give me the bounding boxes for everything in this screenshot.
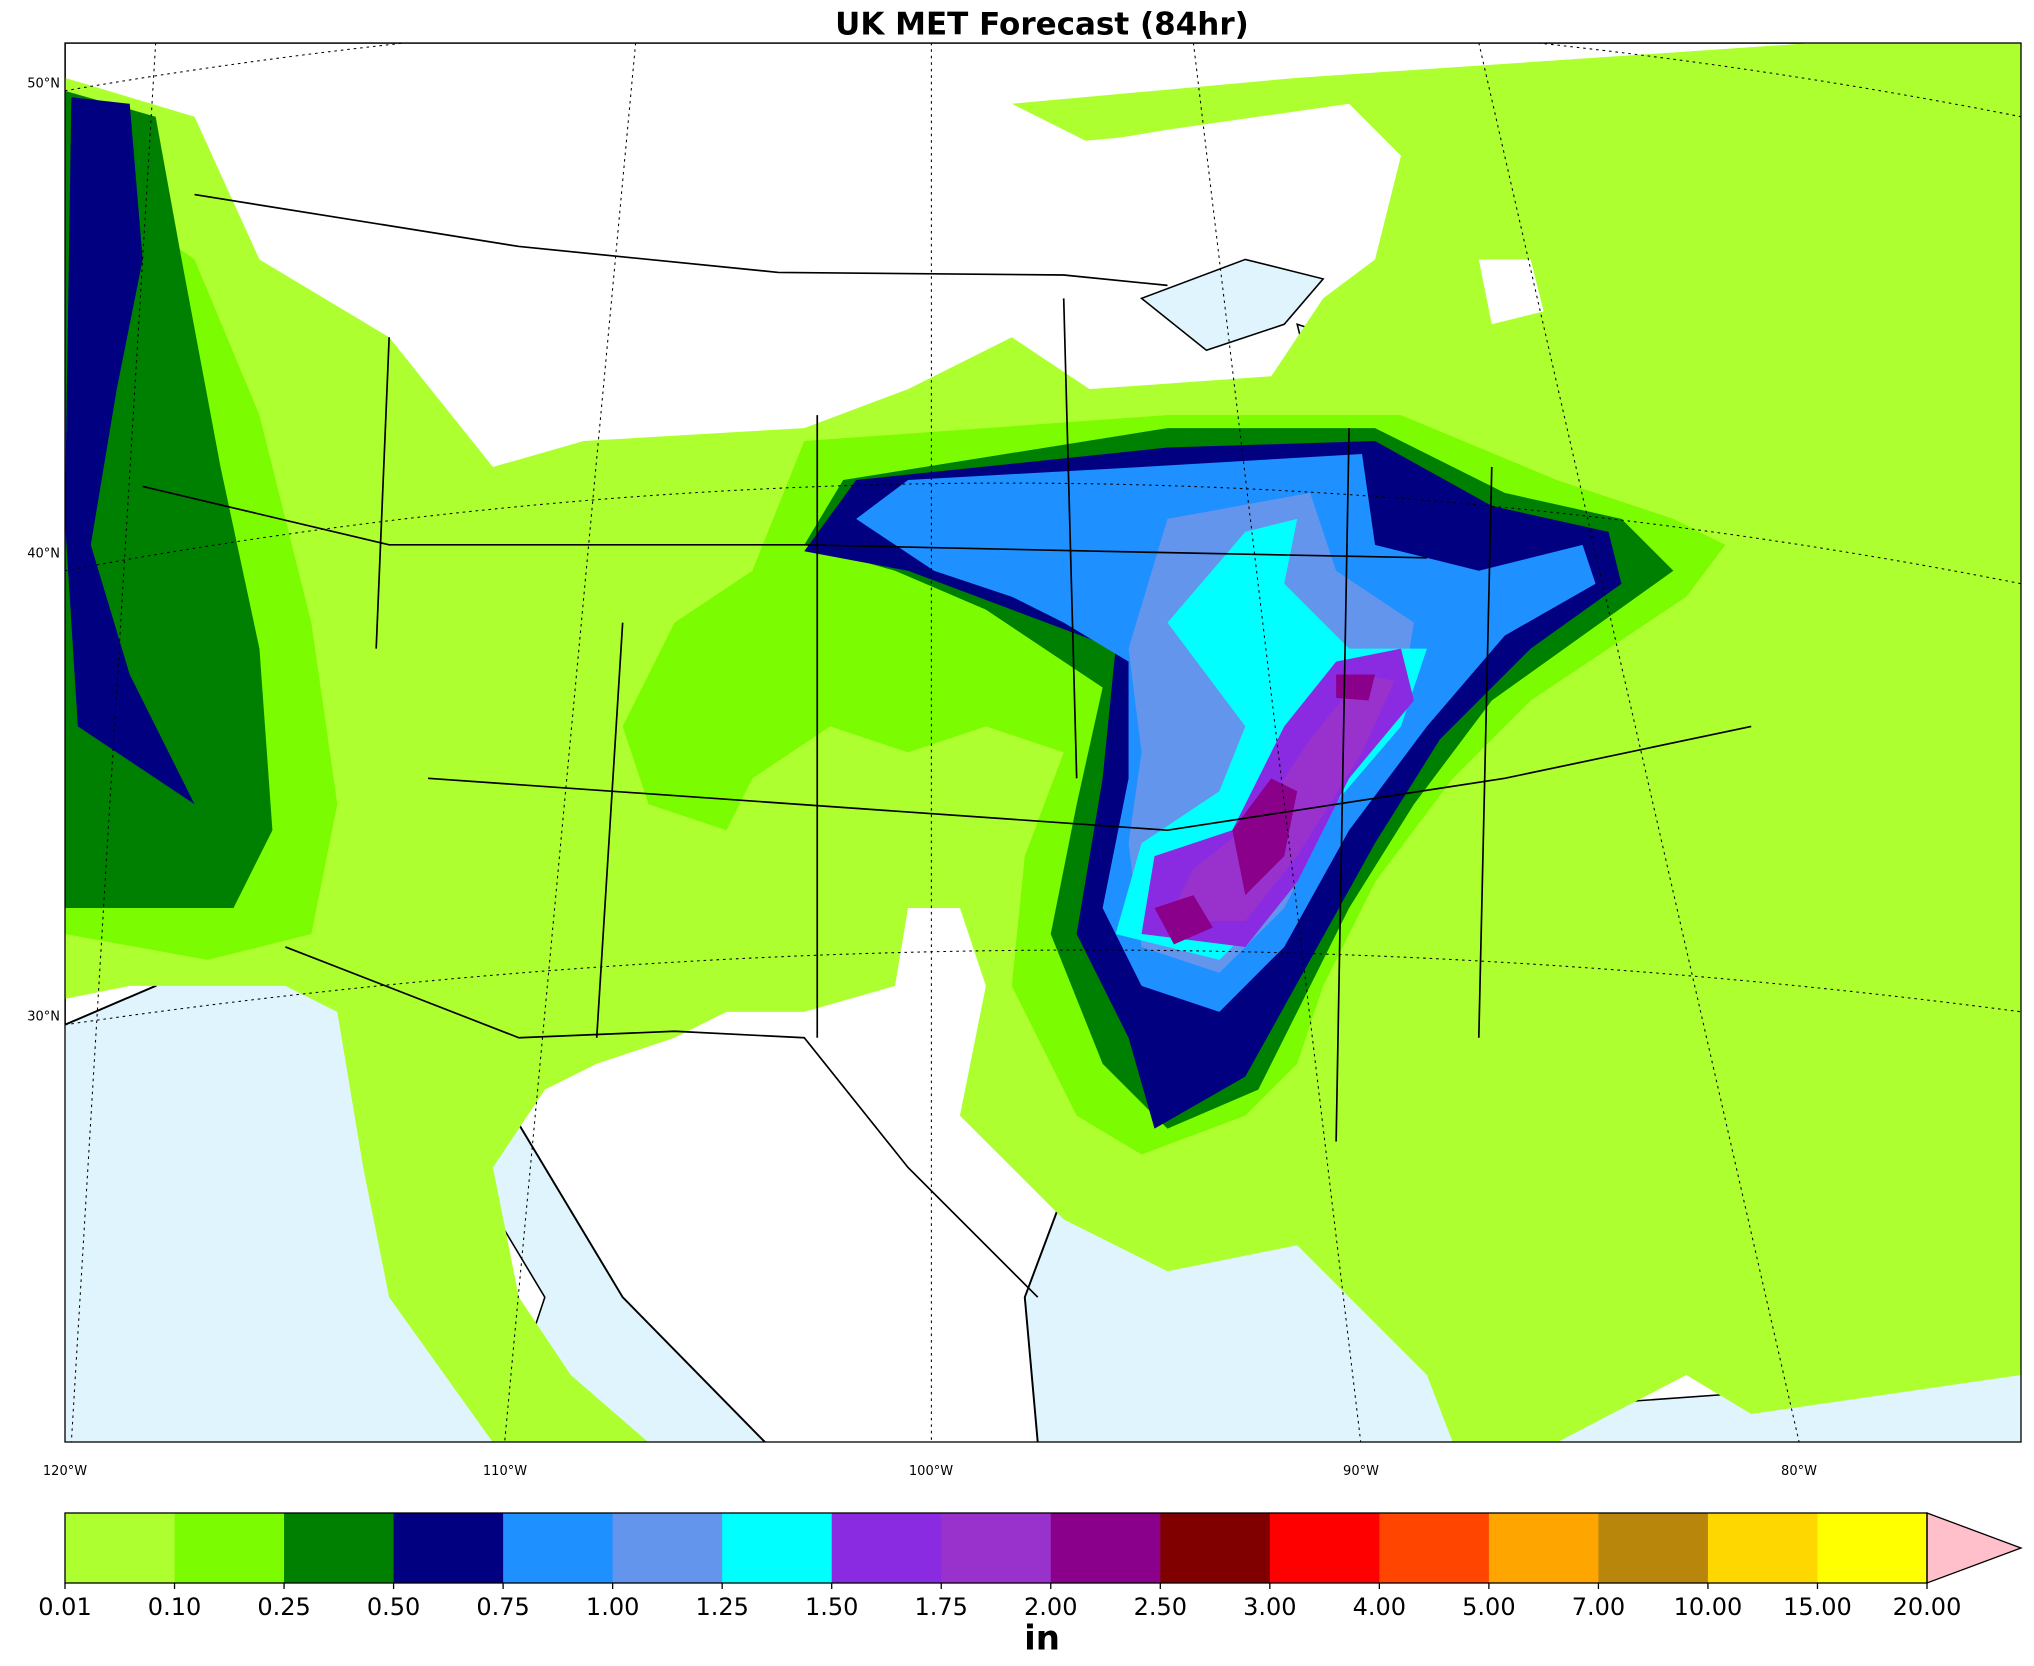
colorbar-tick-label: 1.00 — [586, 1593, 639, 1621]
colorbar: 0.01 0.10 0.25 0.50 0.75 1.00 1.25 1.50 1.75 2.00… — [38, 1512, 2023, 1621]
lon-label: 100°W — [909, 1464, 953, 1479]
colorbar-segment — [1707, 1513, 1818, 1583]
colorbar-segment — [1817, 1513, 1928, 1583]
colorbar-tick-label: 20.00 — [1893, 1593, 1962, 1621]
colorbar-segment — [284, 1513, 395, 1583]
colorbar-segment — [941, 1513, 1052, 1583]
colorbar-unit: in — [1024, 1619, 1060, 1659]
colorbar-tick-label: 1.50 — [805, 1593, 858, 1621]
colorbar-tick-label: 1.75 — [915, 1593, 968, 1621]
map-frame — [64, 42, 2022, 1443]
colorbar-segment — [1379, 1513, 1490, 1583]
lon-labels: 120°W 110°W 100°W 90°W 80°W — [43, 1464, 1817, 1479]
colorbar-tick-label: 0.75 — [476, 1593, 529, 1621]
colorbar-tick-label: 0.01 — [38, 1593, 91, 1621]
colorbar-segment — [1598, 1513, 1709, 1583]
lat-label: 30°N — [27, 1010, 60, 1025]
colorbar-segment — [1269, 1513, 1380, 1583]
colorbar-tick-label: 2.00 — [1024, 1593, 1077, 1621]
colorbar-tick-label: 0.25 — [257, 1593, 310, 1621]
colorbar-tick-label: 4.00 — [1353, 1593, 1406, 1621]
lat-label: 50°N — [27, 77, 60, 92]
colorbar-tick-label: 0.50 — [367, 1593, 420, 1621]
colorbar-tick-label: 5.00 — [1462, 1593, 1515, 1621]
colorbar-tick-label: 3.00 — [1243, 1593, 1296, 1621]
colorbar-segment — [393, 1513, 504, 1583]
colorbar-tick-label: 0.10 — [148, 1593, 201, 1621]
colorbar-tick-label: 10.00 — [1674, 1593, 1743, 1621]
lon-label: 80°W — [1781, 1464, 1817, 1479]
colorbar-segment — [722, 1513, 833, 1583]
colorbar-segment — [503, 1513, 614, 1583]
lon-label: 90°W — [1343, 1464, 1379, 1479]
colorbar-segment — [1160, 1513, 1271, 1583]
colorbar-extension — [1926, 1512, 2023, 1584]
lat-label: 40°N — [27, 547, 60, 562]
lon-label: 110°W — [483, 1464, 527, 1479]
colorbar-segment — [65, 1513, 176, 1583]
colorbar-segment — [1050, 1513, 1161, 1583]
colorbar-tick-label: 2.50 — [1134, 1593, 1187, 1621]
boundaries — [142, 193, 1752, 1298]
colorbar-tick-label: 7.00 — [1572, 1593, 1625, 1621]
map-layers — [65, 43, 2021, 1442]
graticule — [65, 43, 2021, 1442]
colorbar-segment — [1488, 1513, 1599, 1583]
colorbar-segment — [831, 1513, 942, 1583]
dry-area — [1063, 116, 1544, 325]
colorbar-tick-label: 1.25 — [695, 1593, 748, 1621]
colorbar-segment — [174, 1513, 285, 1583]
map — [65, 43, 2021, 1442]
colorbar-frame — [64, 1512, 1928, 1584]
colorbar-tick-label: 15.00 — [1783, 1593, 1852, 1621]
colorbar-segment — [612, 1513, 723, 1583]
lat-labels: 50°N 40°N 30°N — [27, 77, 60, 1025]
precip-contour — [1154, 674, 1376, 945]
lon-label: 120°W — [43, 1464, 87, 1479]
title: UK MET Forecast (84hr) — [835, 7, 1249, 43]
